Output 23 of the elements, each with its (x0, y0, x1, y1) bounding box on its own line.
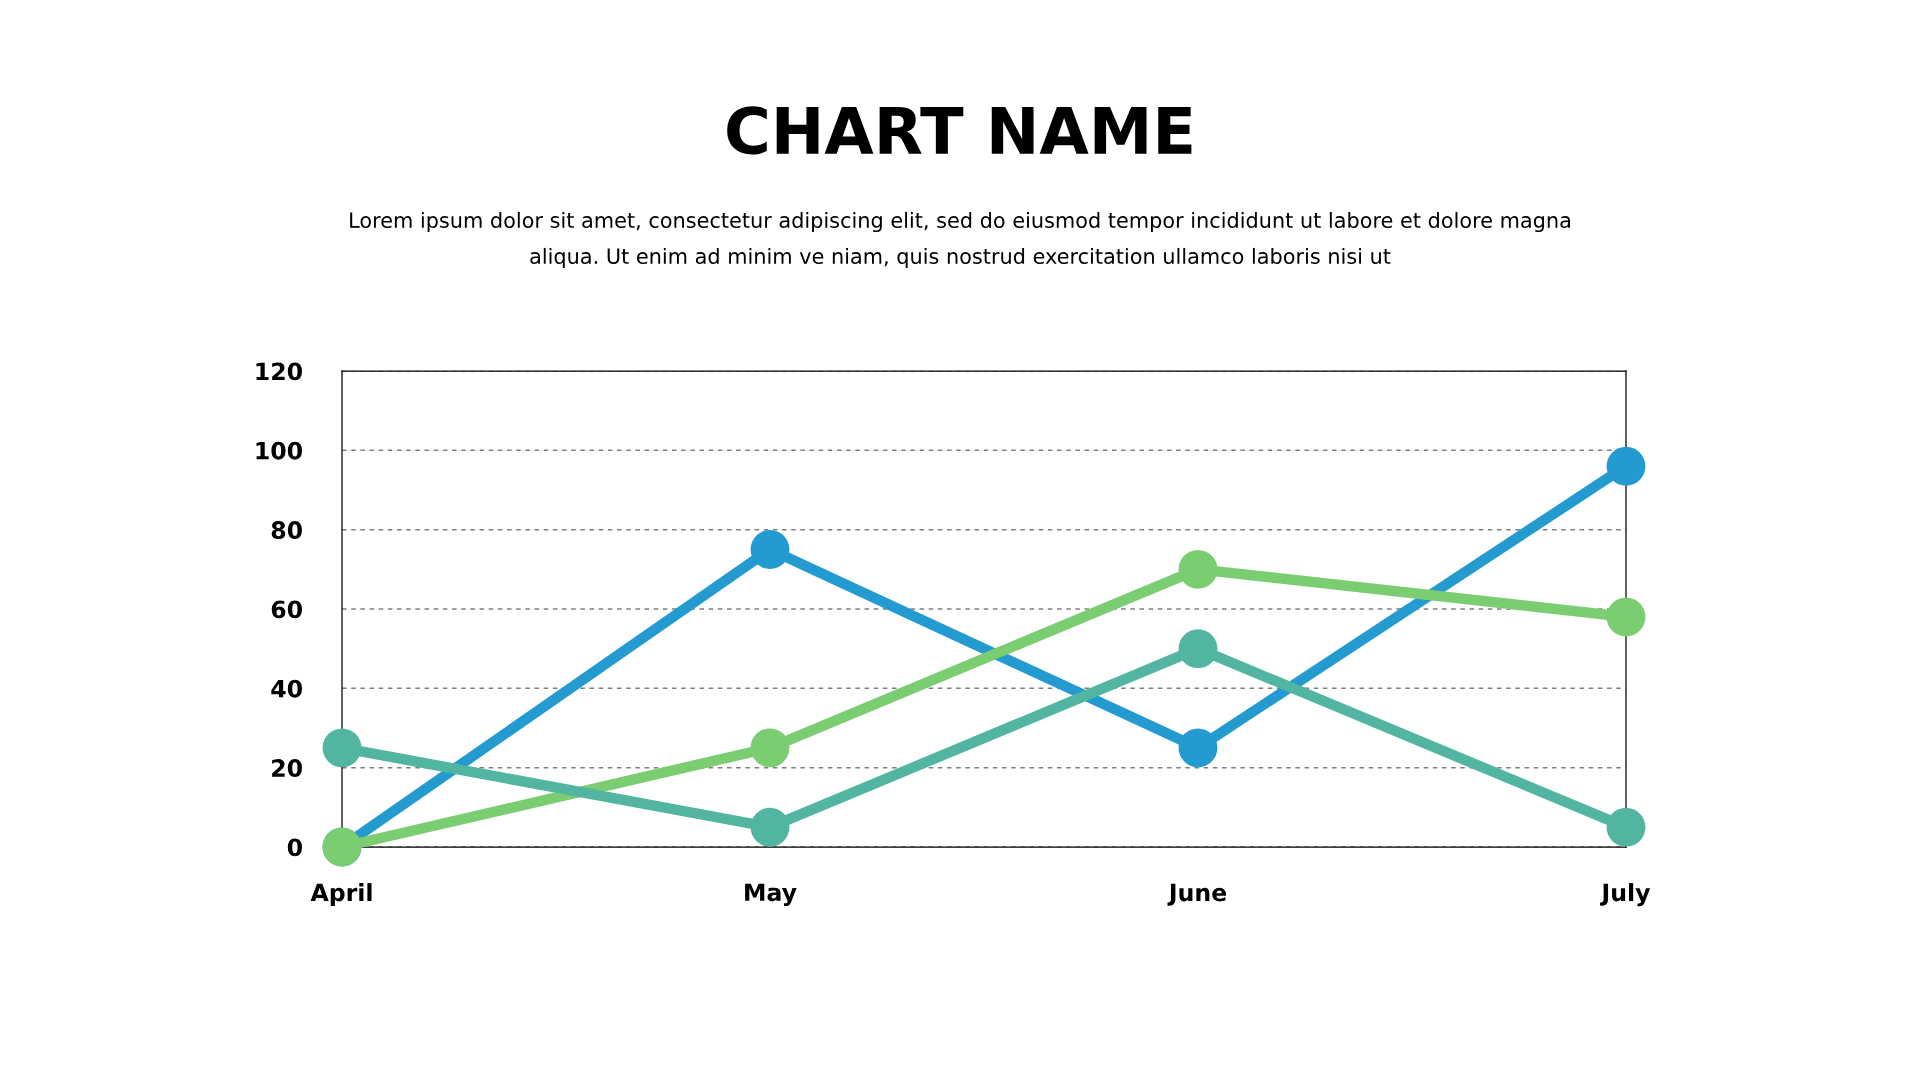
point (750, 807, 790, 847)
point (1178, 549, 1218, 589)
x-tick-label: April (310, 883, 372, 906)
point (1606, 446, 1646, 486)
y-tick-label: 40 (271, 679, 302, 698)
chart-title: CHART NAME (727, 106, 1192, 155)
y-tick-label: 100 (256, 441, 302, 460)
point (750, 530, 790, 569)
y-tick-label: 0 (287, 838, 302, 857)
y-tick-label: 120 (256, 362, 302, 381)
x-tick-label: May (745, 883, 797, 906)
x-tick-label: June (1167, 883, 1227, 906)
x-tick-label: July (1600, 883, 1651, 907)
point (1178, 728, 1218, 768)
point (1606, 597, 1646, 637)
chart-subtitle: Lorem ipsum dolor sit amet, consectetur adipiscing elit, sed do eiusmod tempor incididunt ut labore et dolore magna aliqua. Ut enim ad minim ve niam, quis nostrud exercitation ullamco laboris nisi ut (350, 211, 1570, 269)
point (750, 728, 790, 768)
point (1606, 807, 1646, 847)
y-tick-label: 60 (271, 600, 302, 619)
y-tick-label: 20 (272, 759, 302, 777)
point (322, 728, 362, 768)
y-tick-label: 80 (271, 521, 302, 539)
point (1178, 629, 1218, 669)
